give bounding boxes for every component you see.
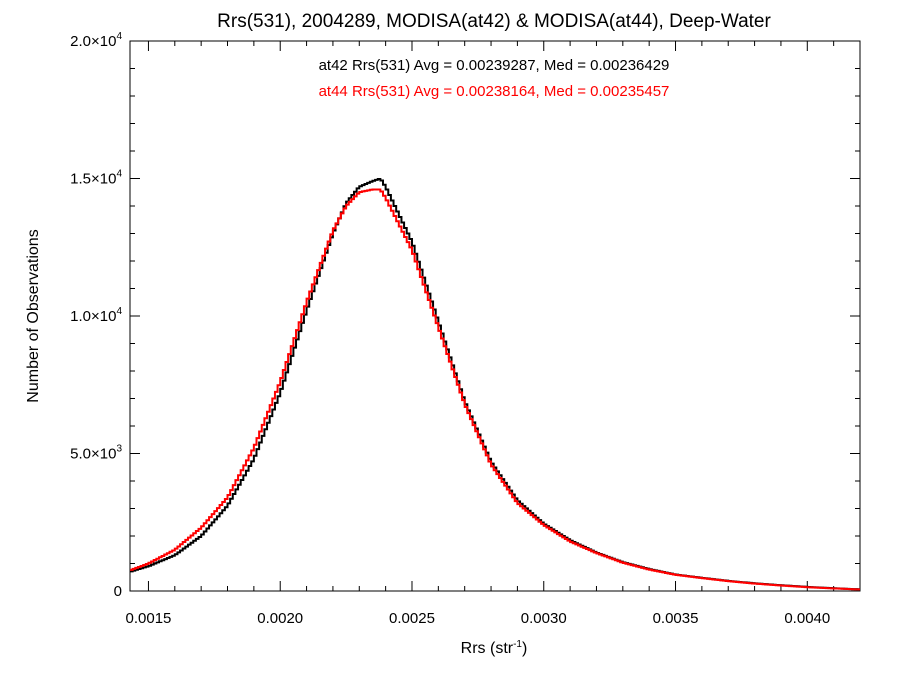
y-axis-label: Number of Observations bbox=[25, 229, 42, 402]
x-tick-label: 0.0035 bbox=[653, 610, 699, 627]
x-axis-ticks: 0.0015 0.0020 0.0025 0.0030 0.0035 0.0040 bbox=[126, 41, 861, 627]
x-tick-label: 0.0020 bbox=[257, 610, 303, 627]
plot-frame bbox=[129, 40, 861, 592]
chart-title: Rrs(531), 2004289, MODISA(at42) & MODISA… bbox=[217, 11, 771, 32]
annotation-at44: at44 Rrs(531) Avg = 0.00238164, Med = 0.… bbox=[319, 83, 670, 100]
x-axis-label-sup: -1 bbox=[513, 639, 522, 650]
x-axis-label: Rrs (str-1) bbox=[461, 639, 528, 657]
series-line-at42 bbox=[130, 177, 860, 591]
x-axis-label-end: ) bbox=[522, 640, 527, 657]
series-layer bbox=[130, 177, 860, 591]
x-tick-label: 0.0030 bbox=[521, 610, 567, 627]
x-tick-label: 0.0025 bbox=[389, 610, 435, 627]
x-axis-label-base: Rrs (str bbox=[461, 640, 514, 657]
y-tick-label: 5.0×103 bbox=[70, 444, 122, 463]
y-tick-label: 2.0×104 bbox=[70, 31, 122, 50]
y-tick-label: 1.0×104 bbox=[70, 306, 122, 325]
x-tick-label: 0.0040 bbox=[784, 610, 830, 627]
y-tick-label: 0 bbox=[114, 583, 122, 600]
y-tick-label: 1.5×104 bbox=[70, 169, 122, 188]
y-axis-ticks: 0 5.0×103 1.0×104 1.5×104 2.0×104 bbox=[70, 31, 860, 600]
series-line-at44 bbox=[130, 188, 860, 591]
x-tick-label: 0.0015 bbox=[126, 610, 172, 627]
annotation-at42: at42 Rrs(531) Avg = 0.00239287, Med = 0.… bbox=[319, 57, 670, 74]
